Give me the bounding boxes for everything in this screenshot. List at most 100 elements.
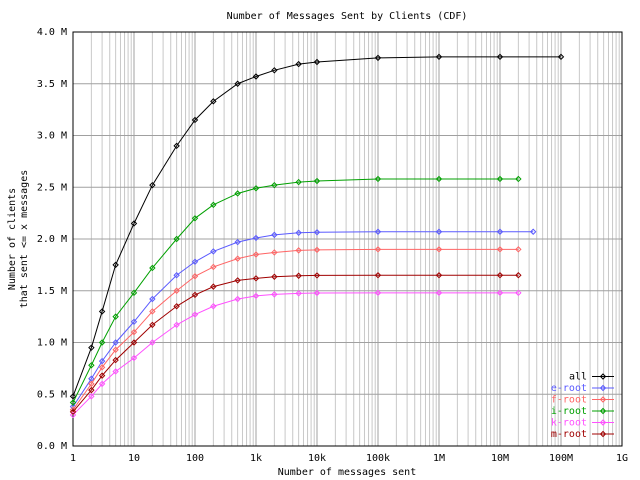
data-point [435,228,443,235]
legend-marker [599,419,607,426]
data-point [252,73,260,80]
data-point [191,311,199,318]
x-tick-label: 1 [70,453,76,464]
y-tick-label: 4.0 M [37,27,67,38]
data-point [130,354,138,362]
data-point [130,339,138,346]
data-point [88,380,95,388]
data-point [515,289,522,297]
y-tick-label: 3.0 M [37,131,67,142]
data-point [435,53,443,61]
data-point [98,357,106,365]
y-axis-label: that sent <= x messages [19,170,30,308]
data-point [374,272,382,279]
data-point [496,272,504,279]
data-point [98,364,106,371]
legend-label: e-root [551,383,587,394]
data-point [130,318,138,326]
data-point [374,54,382,62]
data-point [210,303,217,310]
data-point [435,289,443,297]
y-tick-label: 1.5 M [37,286,67,297]
legend-marker [599,384,607,392]
data-point [234,190,241,197]
data-point [88,344,95,351]
data-point [191,273,199,280]
series-line [72,56,561,397]
series-line [72,292,519,416]
data-point [88,362,95,369]
data-point [271,181,278,189]
data-point [435,246,443,253]
data-point [112,339,119,346]
x-tick-label: 10 [128,453,140,464]
legend-marker [599,430,607,438]
x-tick-label: 10M [491,453,509,464]
data-point [234,295,241,303]
data-point [191,291,199,299]
data-point [130,289,138,297]
data-point [98,372,106,379]
data-point [313,177,321,185]
legend-label: k-root [551,418,587,429]
data-point [210,98,217,105]
data-point [234,238,241,246]
data-point [295,178,302,186]
data-point [529,228,537,235]
data-point [210,263,217,271]
x-tick-label: 100k [366,453,390,464]
data-point [88,386,95,394]
data-point [98,339,106,346]
data-point [313,272,321,279]
data-point [173,142,180,150]
x-tick-label: 1M [433,453,445,464]
data-point [496,228,504,235]
data-point [130,220,138,227]
data-point [69,393,77,400]
series-line [72,178,519,403]
data-point [496,175,504,183]
data-point [374,289,382,297]
data-point [98,308,106,315]
data-point [515,175,522,183]
data-point [173,287,180,294]
x-tick-label: 100 [186,453,204,464]
data-point [173,303,180,310]
data-point [173,272,180,279]
data-point [149,264,156,272]
data-point [252,275,260,282]
series-line [72,231,534,407]
data-point [88,393,95,400]
data-point [112,313,119,320]
data-point [112,356,119,364]
data-point [112,261,119,269]
data-point [271,67,278,74]
data-point [234,80,241,87]
series-line [72,274,519,413]
data-point [496,289,504,297]
legend-marker [599,396,607,403]
data-point [252,292,260,300]
legend-label: all [569,372,587,383]
y-tick-label: 2.0 M [37,234,67,245]
data-point [149,339,156,346]
x-tick-label: 1G [616,453,628,464]
data-point [295,247,302,254]
data-point [149,295,156,303]
data-point [69,408,77,416]
data-point [515,246,522,253]
data-point [496,246,504,253]
data-point [295,272,302,279]
data-point [98,380,106,388]
data-point [313,246,321,254]
x-tick-label: 10k [308,453,326,464]
data-point [252,185,260,192]
data-point [112,368,119,375]
data-point [69,399,77,406]
y-tick-label: 2.5 M [37,182,67,193]
data-point [271,273,278,280]
data-point [515,272,522,279]
series-line [72,248,519,411]
data-point [313,289,321,297]
